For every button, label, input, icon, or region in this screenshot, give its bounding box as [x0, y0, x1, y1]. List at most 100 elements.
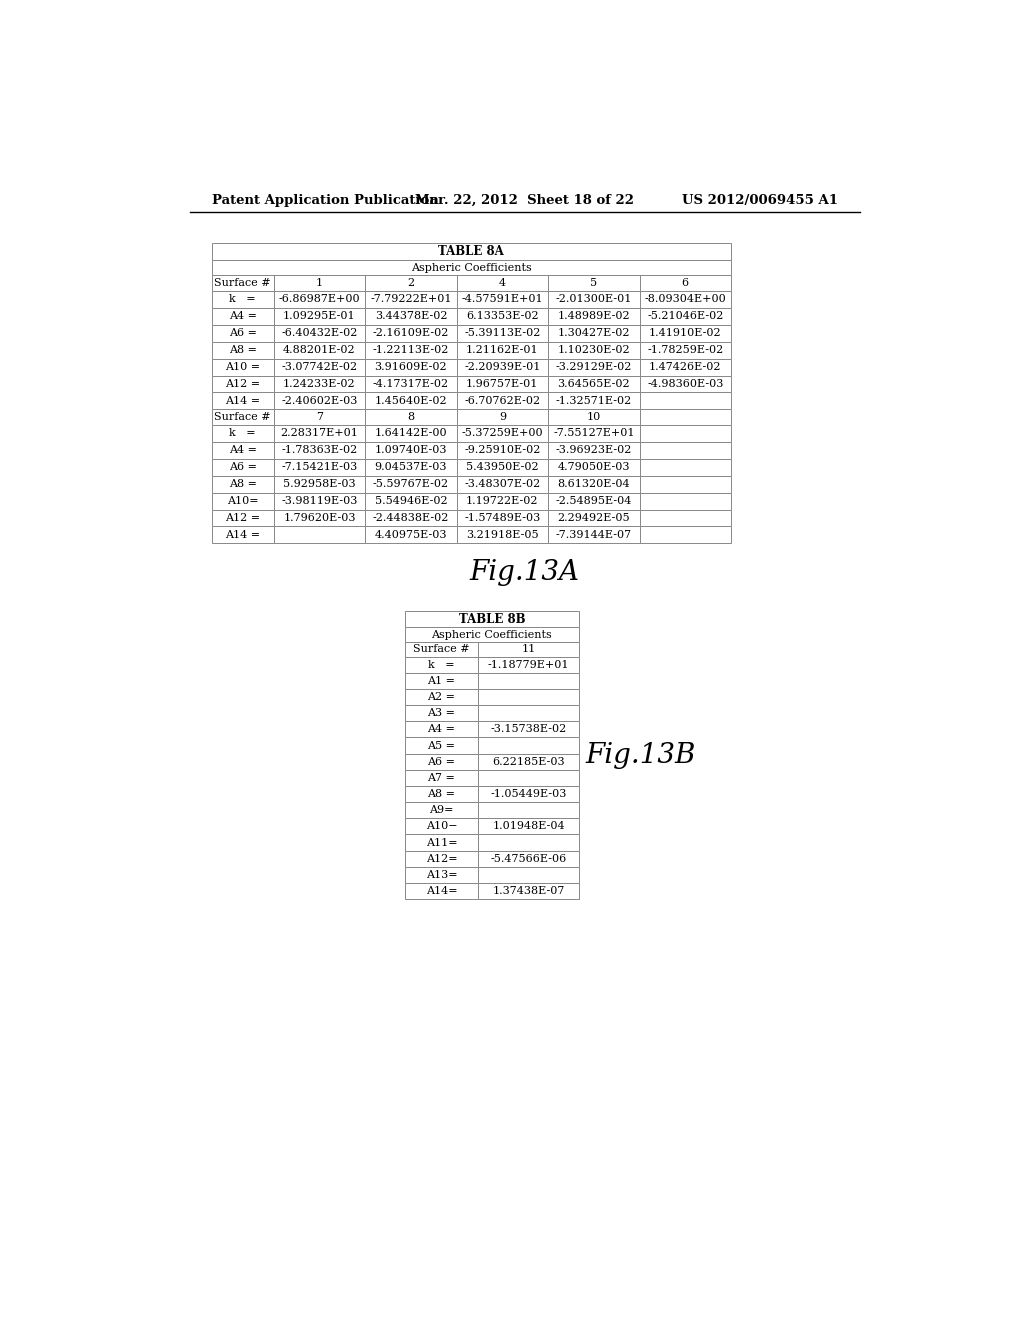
Bar [457, 459, 548, 475]
Bar [273, 510, 366, 527]
Text: TABLE 8A: TABLE 8A [438, 246, 504, 259]
Bar [457, 442, 548, 459]
Bar [366, 492, 457, 510]
Bar [478, 803, 579, 818]
Bar [404, 850, 478, 867]
Text: -9.25910E-02: -9.25910E-02 [464, 445, 541, 455]
Bar [366, 459, 457, 475]
Bar [478, 754, 579, 770]
Bar [640, 527, 731, 544]
Bar [548, 425, 640, 442]
Text: 8.61320E-04: 8.61320E-04 [557, 479, 630, 490]
Bar [548, 442, 640, 459]
Text: A10=: A10= [227, 496, 258, 506]
Bar [640, 359, 731, 376]
Bar [273, 376, 366, 392]
Text: -8.09304E+00: -8.09304E+00 [644, 294, 726, 305]
Bar [478, 673, 579, 689]
Text: A12=: A12= [426, 854, 458, 863]
Bar [212, 290, 273, 308]
Bar [212, 442, 273, 459]
Bar [404, 705, 478, 721]
Text: A13=: A13= [426, 870, 458, 880]
Text: -2.54895E-04: -2.54895E-04 [556, 496, 632, 506]
Text: 4.88201E-02: 4.88201E-02 [283, 345, 355, 355]
Text: 1.19722E-02: 1.19722E-02 [466, 496, 539, 506]
Bar [404, 627, 579, 642]
Text: 5.92958E-03: 5.92958E-03 [283, 479, 355, 490]
Bar [273, 342, 366, 359]
Text: -1.78259E-02: -1.78259E-02 [647, 345, 723, 355]
Text: 1.21162E-01: 1.21162E-01 [466, 345, 539, 355]
Bar [640, 376, 731, 392]
Text: -1.22113E-02: -1.22113E-02 [373, 345, 450, 355]
Text: A3 =: A3 = [427, 709, 456, 718]
Bar [404, 883, 478, 899]
Bar [478, 867, 579, 883]
Bar [366, 376, 457, 392]
Bar [457, 308, 548, 325]
Bar [457, 475, 548, 492]
Bar [404, 611, 579, 627]
Bar [212, 342, 273, 359]
Text: A6 =: A6 = [228, 462, 257, 473]
Bar [404, 834, 478, 850]
Text: 6: 6 [682, 279, 689, 288]
Text: Surface #: Surface # [214, 279, 271, 288]
Bar [457, 376, 548, 392]
Text: 1: 1 [315, 279, 323, 288]
Bar [404, 867, 478, 883]
Bar [273, 359, 366, 376]
Text: 3.44378E-02: 3.44378E-02 [375, 312, 447, 321]
Text: -5.37259E+00: -5.37259E+00 [462, 428, 543, 438]
Text: -5.47566E-06: -5.47566E-06 [490, 854, 567, 863]
Text: 1.41910E-02: 1.41910E-02 [649, 329, 722, 338]
Text: 6.13353E-02: 6.13353E-02 [466, 312, 539, 321]
Text: 5.54946E-02: 5.54946E-02 [375, 496, 447, 506]
Text: k   =: k = [229, 428, 256, 438]
Text: 3.21918E-05: 3.21918E-05 [466, 529, 539, 540]
Bar [404, 803, 478, 818]
Bar [548, 342, 640, 359]
Bar [273, 475, 366, 492]
Text: TABLE 8B: TABLE 8B [459, 612, 525, 626]
Text: -3.48307E-02: -3.48307E-02 [464, 479, 541, 490]
Text: A11=: A11= [426, 838, 458, 847]
Bar [640, 425, 731, 442]
Text: -1.05449E-03: -1.05449E-03 [490, 789, 567, 799]
Text: 1.48989E-02: 1.48989E-02 [557, 312, 630, 321]
Bar [404, 689, 478, 705]
Text: Fig.13B: Fig.13B [586, 742, 696, 768]
Text: US 2012/0069455 A1: US 2012/0069455 A1 [682, 194, 838, 207]
Bar [366, 325, 457, 342]
Text: -1.18779E+01: -1.18779E+01 [487, 660, 569, 669]
Text: A10 =: A10 = [225, 362, 260, 372]
Bar [457, 325, 548, 342]
Bar [212, 243, 731, 260]
Bar [548, 290, 640, 308]
Text: -1.78363E-02: -1.78363E-02 [282, 445, 357, 455]
Bar [404, 770, 478, 785]
Text: A6 =: A6 = [228, 329, 257, 338]
Bar [273, 308, 366, 325]
Text: -3.98119E-03: -3.98119E-03 [282, 496, 357, 506]
Text: 2.29492E-05: 2.29492E-05 [557, 513, 630, 523]
Bar [640, 475, 731, 492]
Text: 4.79050E-03: 4.79050E-03 [557, 462, 630, 473]
Bar [404, 738, 478, 754]
Bar [548, 376, 640, 392]
Text: 9.04537E-03: 9.04537E-03 [375, 462, 447, 473]
Text: -5.59767E-02: -5.59767E-02 [373, 479, 449, 490]
Text: -1.32571E-02: -1.32571E-02 [556, 396, 632, 407]
Bar [212, 359, 273, 376]
Text: A12 =: A12 = [225, 513, 260, 523]
Text: 2: 2 [408, 279, 415, 288]
Text: Mar. 22, 2012  Sheet 18 of 22: Mar. 22, 2012 Sheet 18 of 22 [416, 194, 634, 207]
Bar [478, 656, 579, 673]
Bar [273, 459, 366, 475]
Text: 5.43950E-02: 5.43950E-02 [466, 462, 539, 473]
Text: 1.09295E-01: 1.09295E-01 [283, 312, 355, 321]
Bar [640, 342, 731, 359]
Bar [640, 492, 731, 510]
Text: A1 =: A1 = [427, 676, 456, 686]
